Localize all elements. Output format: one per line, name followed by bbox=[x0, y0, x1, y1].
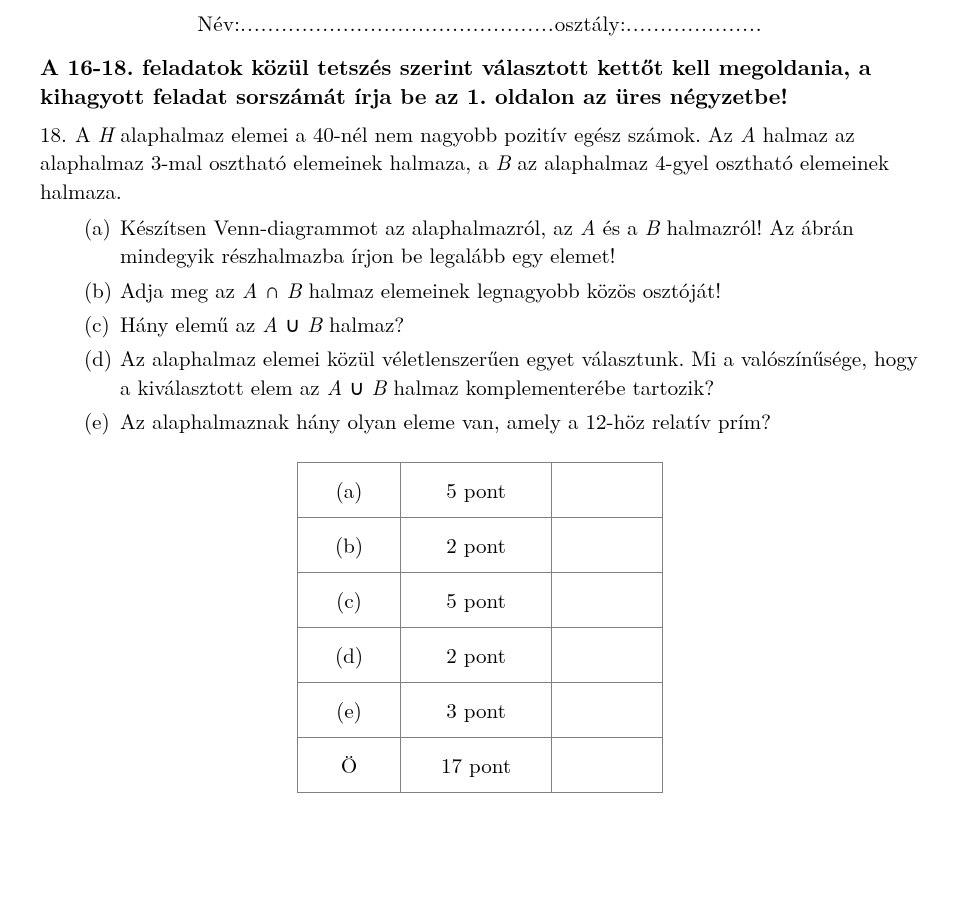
page: Név:....................................… bbox=[0, 0, 960, 900]
score-row-d-blank bbox=[552, 627, 663, 682]
table-row: (a) 5 pont bbox=[298, 462, 663, 517]
subpart-c-t1: Hány elemű az bbox=[120, 309, 262, 339]
subpart-d-B: B bbox=[372, 372, 387, 402]
score-row-a-blank bbox=[552, 462, 663, 517]
score-row-d-points: 2 pont bbox=[401, 627, 552, 682]
subpart-e-t1: Az alaphalmaznak hány olyan eleme van, a… bbox=[120, 406, 771, 436]
score-row-c-label: (c) bbox=[298, 572, 401, 627]
table-row: Ö 17 pont bbox=[298, 737, 663, 792]
score-row-total-label: Ö bbox=[298, 737, 401, 792]
problem-text-p2: alaphalmaz elemei a 40-nél nem nagyobb p… bbox=[113, 119, 740, 149]
subpart-b-t1: Adja meg az bbox=[120, 275, 242, 305]
subpart-a-A: A bbox=[580, 212, 596, 242]
subpart-d: (d) Az alaphalmaz elemei közül véletlens… bbox=[84, 344, 920, 401]
osztaly-label: osztály: bbox=[555, 8, 626, 38]
subpart-b-A: A bbox=[242, 275, 258, 305]
subpart-c: (c) Hány elemű az A ∪ B halmaz? bbox=[84, 310, 920, 338]
score-row-e-points: 3 pont bbox=[401, 682, 552, 737]
set-A: A bbox=[740, 119, 756, 149]
subpart-e-marker: (e) bbox=[84, 407, 110, 435]
problem-18: 18. A H alaphalmaz elemei a 40-nél nem n… bbox=[40, 120, 920, 205]
score-row-b-label: (b) bbox=[298, 517, 401, 572]
set-H: H bbox=[98, 119, 114, 149]
subpart-b-cap: ∩ bbox=[258, 275, 287, 305]
subpart-d-cup: ∪ bbox=[342, 372, 371, 402]
score-table: (a) 5 pont (b) 2 pont (c) 5 pont (d) 2 p… bbox=[297, 462, 663, 793]
score-row-a-points: 5 pont bbox=[401, 462, 552, 517]
table-row: (d) 2 pont bbox=[298, 627, 663, 682]
table-row: (e) 3 pont bbox=[298, 682, 663, 737]
subpart-b-t2: halmaz elemeinek legnagyobb közös osztój… bbox=[301, 275, 721, 305]
score-row-c-blank bbox=[552, 572, 663, 627]
name-class-line: Név:....................................… bbox=[40, 8, 920, 38]
score-row-total-points: 17 pont bbox=[401, 737, 552, 792]
subpart-c-marker: (c) bbox=[84, 310, 110, 338]
subpart-b-marker: (b) bbox=[84, 276, 112, 304]
subpart-c-B: B bbox=[307, 309, 322, 339]
score-table-body: (a) 5 pont (b) 2 pont (c) 5 pont (d) 2 p… bbox=[298, 462, 663, 792]
set-B: B bbox=[496, 147, 511, 177]
score-row-a-label: (a) bbox=[298, 462, 401, 517]
nev-dots: ........................................… bbox=[240, 8, 555, 38]
subpart-d-t2: halmaz komplementerébe tartozik? bbox=[386, 372, 714, 402]
score-row-total-blank bbox=[552, 737, 663, 792]
subpart-a: (a) Készítsen Venn-diagrammot az alaphal… bbox=[84, 213, 920, 270]
subpart-c-cup: ∪ bbox=[278, 309, 307, 339]
score-row-c-points: 5 pont bbox=[401, 572, 552, 627]
subpart-c-A: A bbox=[262, 309, 278, 339]
subpart-a-B: B bbox=[645, 212, 660, 242]
score-row-d-label: (d) bbox=[298, 627, 401, 682]
subparts-list: (a) Készítsen Venn-diagrammot az alaphal… bbox=[40, 213, 920, 435]
table-row: (c) 5 pont bbox=[298, 572, 663, 627]
subpart-b-B: B bbox=[287, 275, 302, 305]
subpart-b: (b) Adja meg az A ∩ B halmaz elemeinek l… bbox=[84, 276, 920, 304]
subpart-d-marker: (d) bbox=[84, 344, 112, 372]
score-row-e-label: (e) bbox=[298, 682, 401, 737]
subpart-a-t1: Készítsen Venn-diagrammot az alaphalmazr… bbox=[120, 212, 580, 242]
problem-text-p1: A bbox=[75, 119, 98, 149]
score-row-b-points: 2 pont bbox=[401, 517, 552, 572]
subpart-d-A: A bbox=[327, 372, 343, 402]
score-row-b-blank bbox=[552, 517, 663, 572]
osztaly-dots: .................... bbox=[626, 8, 763, 38]
subpart-a-marker: (a) bbox=[84, 213, 111, 241]
table-row: (b) 2 pont bbox=[298, 517, 663, 572]
intro-text: A 16-18. feladatok közül tetszés szerint… bbox=[40, 52, 920, 110]
nev-label: Név: bbox=[197, 8, 240, 38]
problem-number: 18. bbox=[40, 120, 68, 148]
score-row-e-blank bbox=[552, 682, 663, 737]
subpart-e: (e) Az alaphalmaznak hány olyan eleme va… bbox=[84, 407, 920, 435]
subpart-a-t2: és a bbox=[596, 212, 645, 242]
subpart-c-t2: halmaz? bbox=[322, 309, 404, 339]
